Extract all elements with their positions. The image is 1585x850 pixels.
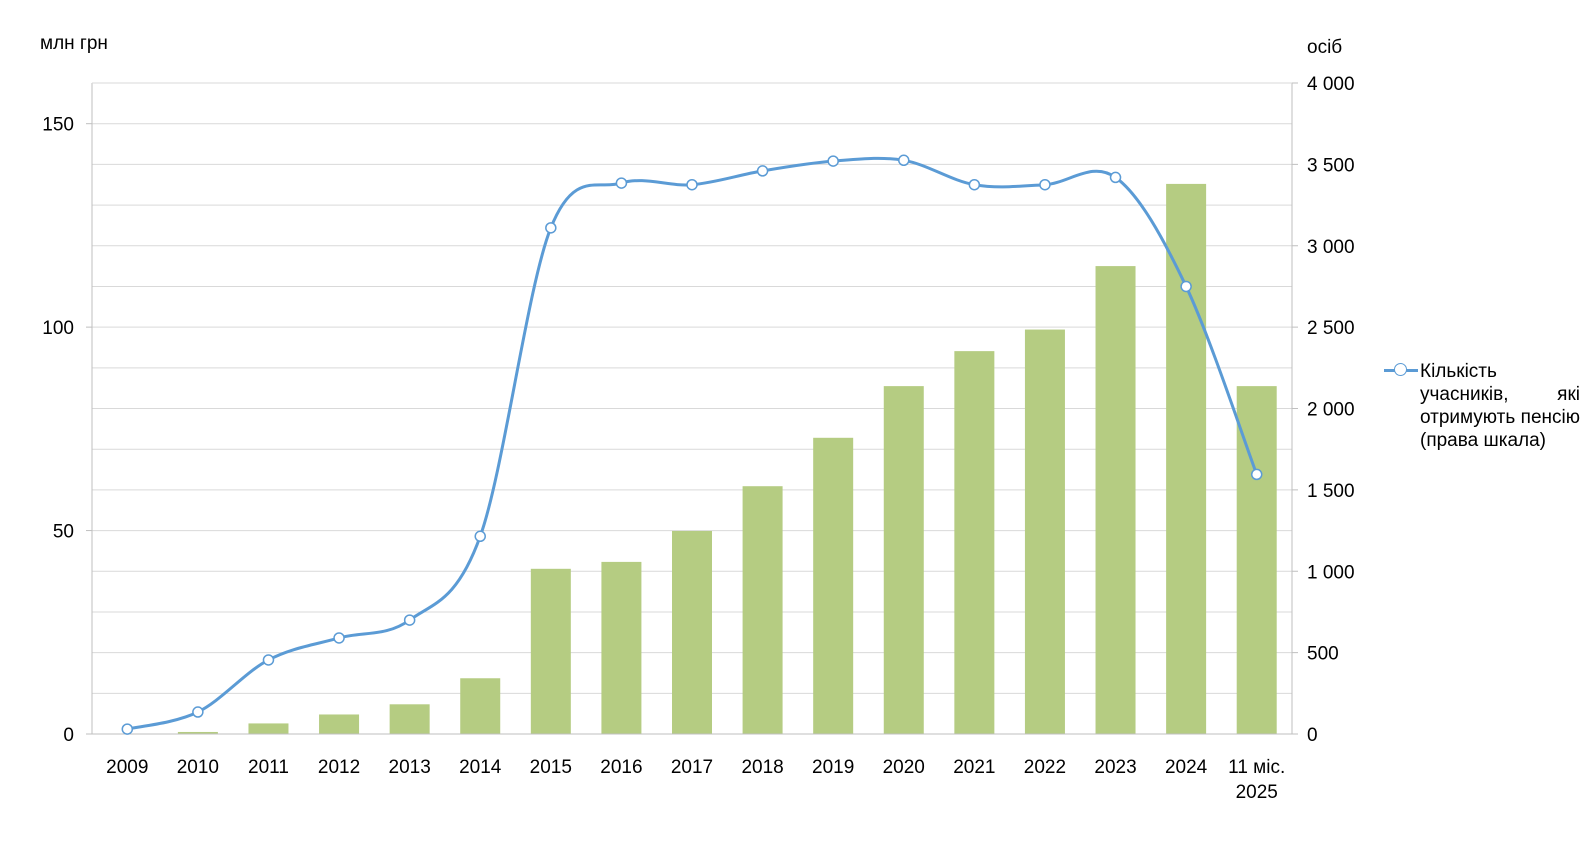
series-point bbox=[333, 632, 345, 644]
x-tick-label: 2012 bbox=[318, 757, 360, 778]
legend-label: Кількість учасників, які отримують пенсі… bbox=[1420, 361, 1580, 451]
bar bbox=[954, 351, 995, 734]
bar bbox=[1095, 266, 1136, 734]
x-tick-label: 2017 bbox=[671, 757, 713, 778]
x-tick-label: 2023 bbox=[1094, 757, 1136, 778]
bar bbox=[389, 704, 430, 734]
bar bbox=[319, 714, 360, 734]
series-point bbox=[615, 177, 628, 189]
x-tick-label: 2013 bbox=[389, 757, 431, 778]
x-tick-label: 2014 bbox=[459, 757, 502, 778]
right-tick-label: 500 bbox=[1307, 644, 1339, 665]
bar bbox=[1166, 183, 1207, 734]
series-point bbox=[192, 706, 204, 718]
right-tick-label: 2 500 bbox=[1307, 318, 1355, 339]
x-tick-label: 2021 bbox=[953, 757, 995, 778]
right-axis-unit: осіб bbox=[1307, 37, 1343, 58]
bar bbox=[883, 386, 924, 734]
bar bbox=[1024, 329, 1065, 734]
series-point bbox=[403, 614, 416, 626]
series-point bbox=[1109, 171, 1122, 184]
right-tick-label: 2 000 bbox=[1307, 400, 1355, 421]
x-axis-ticks: 2009 2010 2011 2012 2013 2014 2015 2016 2017 2018… bbox=[106, 757, 1285, 803]
left-tick-label: 150 bbox=[42, 115, 74, 136]
legend-line-marker-icon bbox=[1384, 360, 1418, 380]
left-tick-label: 50 bbox=[53, 522, 74, 543]
series-point bbox=[545, 222, 557, 234]
x-tick-label: 2018 bbox=[741, 757, 783, 778]
right-tick-label: 3 000 bbox=[1307, 237, 1355, 258]
left-tick-label: 0 bbox=[63, 725, 74, 746]
series-point bbox=[756, 165, 769, 177]
series-point bbox=[686, 178, 698, 191]
x-tick-label: 2019 bbox=[812, 757, 854, 778]
series-point bbox=[968, 178, 981, 191]
x-tick-label: 2009 bbox=[106, 757, 148, 778]
series-point bbox=[1180, 280, 1192, 293]
bar bbox=[248, 723, 289, 734]
left-tick-label: 100 bbox=[42, 318, 74, 339]
x-tick-label: 2022 bbox=[1024, 757, 1066, 778]
series-point bbox=[1250, 468, 1263, 481]
left-axis-ticks: 0 50 100 150 bbox=[42, 115, 92, 746]
bar bbox=[742, 486, 783, 734]
x-tick-label: 2011 bbox=[248, 757, 289, 778]
right-axis-ticks: 0 500 1 000 1 500 2 000 2 500 3 000 3 500 4 000 bbox=[1292, 74, 1355, 746]
series-point bbox=[898, 154, 910, 167]
x-tick-label: 2015 bbox=[530, 757, 572, 778]
right-tick-label: 3 500 bbox=[1307, 155, 1355, 176]
bar bbox=[813, 437, 854, 734]
bar bbox=[1236, 386, 1277, 734]
x-tick-label: 2020 bbox=[883, 757, 925, 778]
series-point bbox=[474, 530, 486, 543]
x-tick-label: 11 міс. 2025 bbox=[1228, 757, 1285, 803]
right-tick-label: 1 500 bbox=[1307, 481, 1355, 502]
x-tick-label: 2010 bbox=[177, 757, 219, 778]
gridlines bbox=[92, 82, 1292, 694]
bar bbox=[601, 561, 642, 734]
legend: Кількість учасників, які отримують пенсі… bbox=[1384, 360, 1584, 452]
right-tick-label: 1 000 bbox=[1307, 562, 1355, 583]
line-series bbox=[121, 154, 1263, 735]
bar bbox=[177, 731, 218, 734]
series-point bbox=[827, 155, 839, 167]
right-tick-label: 0 bbox=[1307, 725, 1318, 746]
x-tick-label: 2016 bbox=[600, 757, 642, 778]
right-tick-label: 4 000 bbox=[1307, 74, 1355, 95]
series-point bbox=[262, 654, 275, 666]
series-point bbox=[121, 723, 134, 735]
bars bbox=[107, 183, 1277, 735]
bar bbox=[530, 568, 571, 734]
series-point bbox=[1039, 178, 1051, 191]
bar bbox=[672, 530, 712, 734]
x-tick-label: 2024 bbox=[1165, 757, 1208, 778]
bar bbox=[460, 678, 501, 734]
left-axis-unit: млн грн bbox=[40, 33, 108, 54]
